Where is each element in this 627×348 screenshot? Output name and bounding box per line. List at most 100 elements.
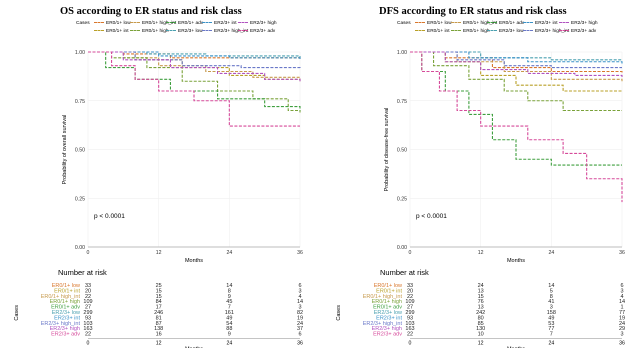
legend-label: ER2/3+ low bbox=[499, 29, 524, 34]
chart-title: OS according to ER status and risk class bbox=[60, 6, 242, 17]
legend-label: ER2/3+ int bbox=[214, 21, 237, 26]
risk-row-label: ER2/3+ high_int bbox=[363, 321, 403, 327]
legend-swatch bbox=[559, 22, 569, 24]
risk-y-axis-label: Cases bbox=[336, 305, 342, 321]
risk-value: 3 bbox=[620, 288, 623, 294]
legend-item: ER2/3+ low bbox=[166, 28, 203, 36]
risk-value: 29 bbox=[619, 326, 625, 332]
legend-label: ER0/1+ low bbox=[427, 21, 452, 26]
risk-value: 3 bbox=[298, 288, 301, 294]
legend-swatch bbox=[415, 30, 425, 32]
legend-swatch bbox=[238, 30, 248, 32]
survival-curve bbox=[410, 51, 623, 64]
risk-value: 9 bbox=[228, 332, 231, 338]
risk-value: 4 bbox=[298, 294, 301, 300]
risk-row-label: ER0/1+ int bbox=[376, 288, 402, 294]
risk-value: 22 bbox=[407, 294, 413, 300]
legend-swatch bbox=[166, 30, 176, 32]
risk-value: 24 bbox=[478, 283, 484, 289]
legend-label: ER0/1+ high_int bbox=[142, 21, 177, 26]
risk-value: 22 bbox=[407, 332, 413, 338]
risk-value: 81 bbox=[156, 315, 162, 321]
legend-swatch bbox=[130, 22, 140, 24]
survival-curve bbox=[88, 51, 301, 58]
legend-item: ER0/1+ int bbox=[415, 28, 450, 36]
y-axis-label: Probability of disease-free survival bbox=[384, 108, 390, 192]
legend-swatch bbox=[94, 22, 104, 24]
survival-curve bbox=[410, 51, 622, 92]
x-tick-label: 36 bbox=[297, 250, 303, 256]
risk-value: 130 bbox=[476, 326, 485, 332]
legend-label: ER2/3+ adv bbox=[250, 29, 276, 34]
legend-label: ER0/1+ adv bbox=[499, 21, 525, 26]
risk-x-tick-label: 0 bbox=[87, 341, 90, 347]
risk-row-label: ER2/3+ high bbox=[372, 326, 402, 332]
risk-value: 8 bbox=[228, 288, 231, 294]
p-value-annotation: p < 0.0001 bbox=[416, 213, 447, 220]
risk-value: 109 bbox=[405, 299, 414, 305]
risk-value: 246 bbox=[154, 310, 163, 316]
survival-curve bbox=[410, 51, 623, 78]
km-plot: 0.000.250.500.751.000 12 24 36MonthsProbabi… bbox=[336, 50, 625, 348]
risk-value: 41 bbox=[548, 299, 554, 305]
risk-value: 138 bbox=[154, 326, 163, 332]
x-tick-label: 0 bbox=[87, 250, 90, 256]
x-axis-label: Months bbox=[507, 258, 525, 264]
legend-label: ER2/3+ high bbox=[250, 21, 277, 26]
risk-row-label: ER2/3+ adv bbox=[51, 332, 80, 338]
risk-row-label: ER0/1+ low bbox=[52, 283, 80, 289]
legend-swatch bbox=[202, 22, 212, 24]
p-value-annotation: p < 0.0001 bbox=[94, 213, 125, 220]
legend-label: ER2/3+ high_int bbox=[535, 29, 570, 34]
risk-value: 5 bbox=[550, 288, 553, 294]
y-tick-label: 0.50 bbox=[397, 148, 407, 154]
legend-label: ER0/1+ adv bbox=[178, 21, 204, 26]
risk-value: 54 bbox=[226, 321, 232, 327]
legend-item: ER0/1+ low bbox=[94, 20, 131, 28]
risk-value: 93 bbox=[407, 315, 413, 321]
risk-value: 27 bbox=[85, 305, 91, 311]
risk-value: 6 bbox=[298, 283, 301, 289]
risk-value: 6 bbox=[620, 283, 623, 289]
legend-swatch bbox=[130, 30, 140, 32]
risk-value: 77 bbox=[619, 310, 625, 316]
survival-curve bbox=[88, 51, 300, 127]
risk-x-axis-label: Months bbox=[185, 347, 203, 348]
risk-value: 7 bbox=[228, 305, 231, 311]
legend-label: ER0/1+ high bbox=[142, 29, 169, 34]
risk-x-tick-label: 12 bbox=[478, 341, 484, 347]
risk-x-tick-label: 12 bbox=[156, 341, 162, 347]
risk-value: 76 bbox=[478, 299, 484, 305]
x-tick-label: 12 bbox=[156, 250, 162, 256]
risk-value: 77 bbox=[548, 326, 554, 332]
risk-value: 24 bbox=[619, 321, 625, 327]
legend-label: ER2/3+ high_int bbox=[214, 29, 249, 34]
legend-title: Cases bbox=[397, 21, 411, 26]
risk-value: 17 bbox=[156, 305, 162, 311]
legend-item: ER2/3+ high_int bbox=[202, 28, 248, 36]
risk-row-label: ER0/1+ high_int bbox=[363, 294, 403, 300]
y-tick-label: 0.00 bbox=[397, 245, 407, 251]
risk-row-label: ER0/1+ adv bbox=[373, 305, 402, 311]
x-tick-label: 0 bbox=[409, 250, 412, 256]
survival-curve bbox=[410, 51, 623, 203]
risk-value: 161 bbox=[225, 310, 234, 316]
risk-row-label: ER0/1+ high bbox=[372, 299, 402, 305]
legend-item: ER2/3+ low bbox=[487, 28, 524, 36]
risk-value: 158 bbox=[547, 310, 556, 316]
risk-x-tick-label: 36 bbox=[297, 341, 303, 347]
risk-value: 103 bbox=[405, 321, 414, 327]
risk-value: 14 bbox=[619, 299, 625, 305]
legend-item: ER2/3+ adv bbox=[559, 28, 596, 36]
risk-value: 15 bbox=[156, 294, 162, 300]
risk-y-axis-label: Cases bbox=[14, 305, 20, 321]
risk-x-tick-label: 24 bbox=[548, 341, 554, 347]
legend-swatch bbox=[451, 30, 461, 32]
km-plot: 0.000.250.500.751.000 12 24 36MonthsProbabi… bbox=[14, 50, 303, 348]
legend-swatch bbox=[202, 30, 212, 32]
legend-swatch bbox=[523, 22, 533, 24]
y-tick-label: 0.75 bbox=[397, 99, 407, 105]
risk-value: 3 bbox=[550, 305, 553, 311]
risk-value: 14 bbox=[226, 283, 232, 289]
legend-item: ER2/3+ adv bbox=[238, 28, 275, 36]
